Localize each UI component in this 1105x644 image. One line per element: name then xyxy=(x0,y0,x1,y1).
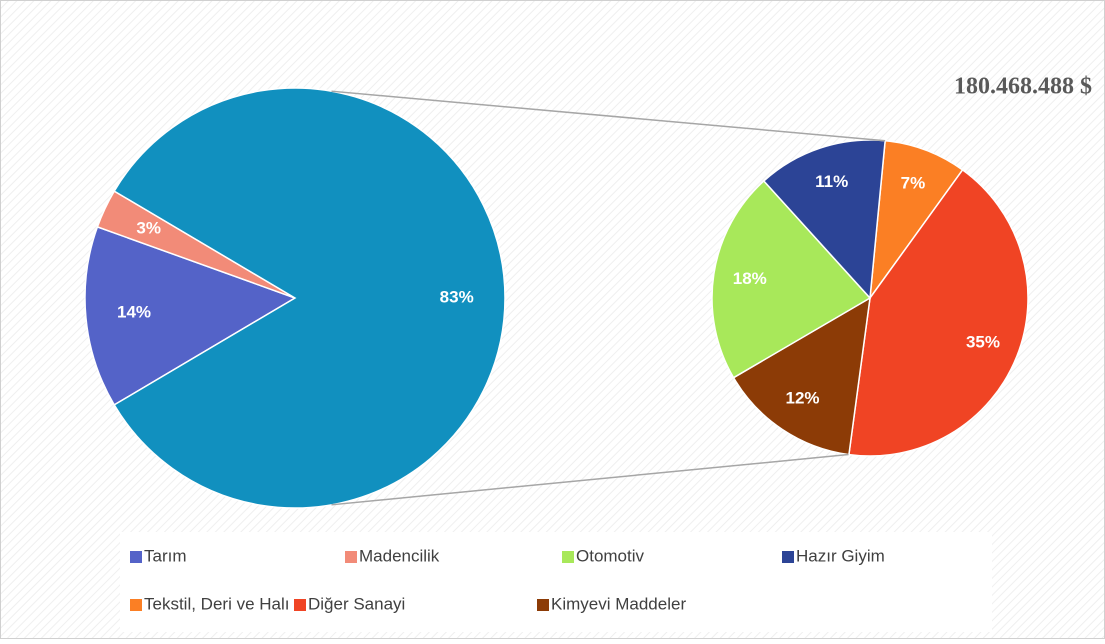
annotation: 180.468.488 $ xyxy=(954,74,1092,100)
legend-swatch xyxy=(782,551,794,563)
legend-label: Kimyevi Maddeler xyxy=(551,594,686,613)
pie-slice xyxy=(732,296,871,456)
legend-label: Tekstil, Deri ve Halı xyxy=(144,594,289,613)
legend-swatch xyxy=(537,599,549,611)
legend-swatch xyxy=(345,551,357,563)
legend-label: Otomotiv xyxy=(576,546,645,565)
legend-label: Tarım xyxy=(144,546,187,565)
legend-swatch xyxy=(130,599,142,611)
legend-swatch xyxy=(294,599,306,611)
legend-label: Diğer Sanayi xyxy=(308,594,405,613)
data-label: 14% xyxy=(117,303,151,322)
data-label: 35% xyxy=(966,333,1000,352)
legend-label: Hazır Giyim xyxy=(796,546,885,565)
data-label: 11% xyxy=(815,172,848,191)
pie-slice xyxy=(84,225,297,406)
data-label: 83% xyxy=(440,287,474,306)
legend-box xyxy=(120,532,992,632)
pie-slice xyxy=(848,168,1029,457)
pie-slice xyxy=(711,179,872,379)
data-label: 7% xyxy=(901,174,926,193)
data-label: 12% xyxy=(785,389,819,408)
legend-swatch xyxy=(130,551,142,563)
legend-swatch xyxy=(562,551,574,563)
data-label: 3% xyxy=(136,219,161,238)
connector xyxy=(331,453,849,506)
connector xyxy=(331,90,886,142)
pie-slice xyxy=(113,87,506,509)
legend-label: Madencilik xyxy=(359,546,440,565)
data-label: 18% xyxy=(733,269,767,288)
